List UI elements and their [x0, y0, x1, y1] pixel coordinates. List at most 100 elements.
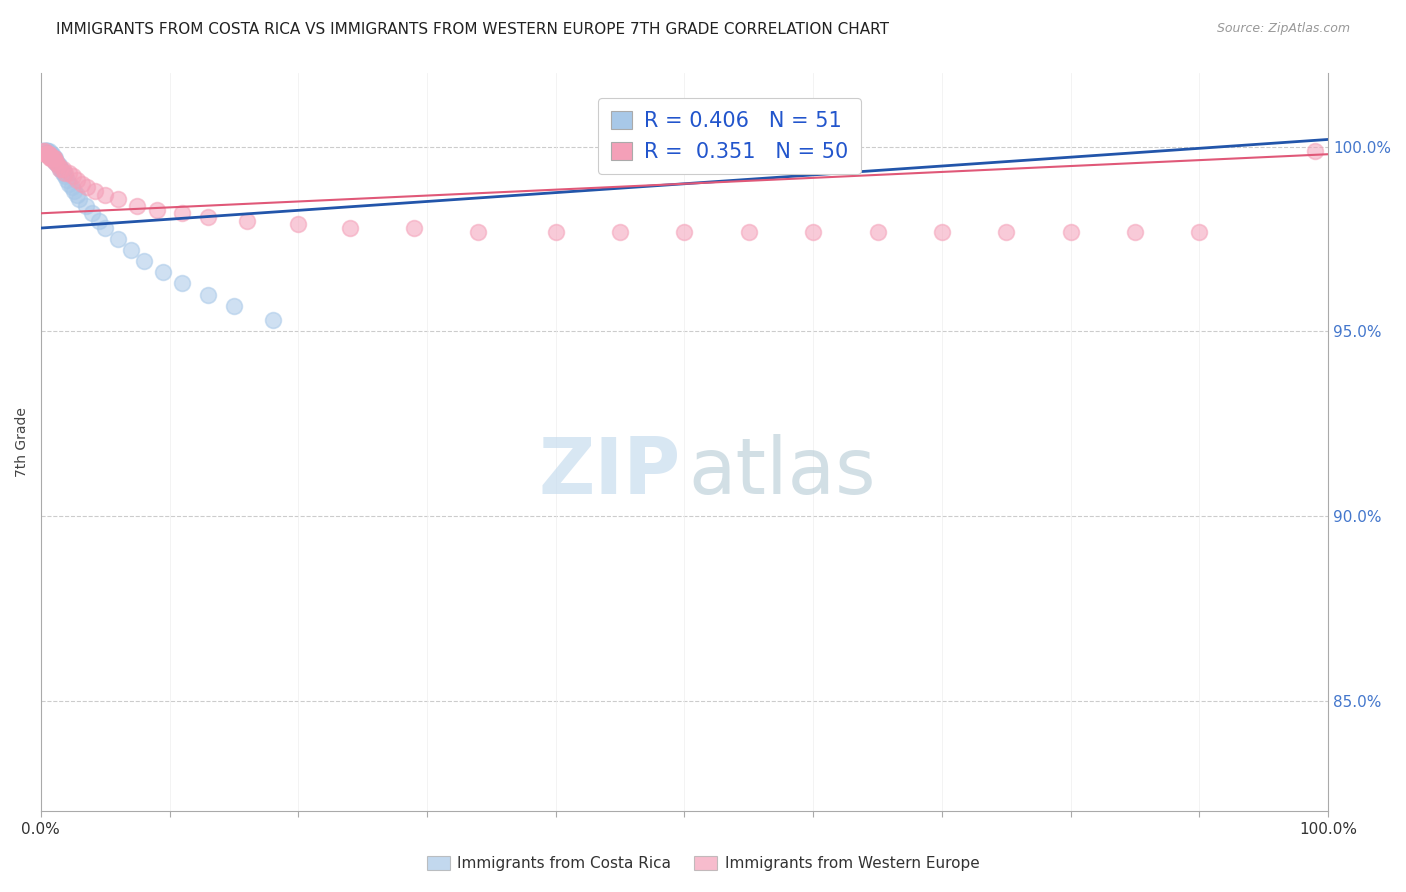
Point: [46, 158, 69, 172]
Point: [62, 169, 84, 184]
Point: [32, 144, 55, 158]
Point: [60, 180, 83, 194]
Point: [38, 147, 60, 161]
Point: [38, 144, 60, 158]
Point: [31, 144, 53, 158]
Point: [107, 232, 129, 246]
Point: [45, 154, 67, 169]
Point: [107, 192, 129, 206]
Point: [236, 213, 259, 227]
Point: [70, 177, 93, 191]
Point: [49, 161, 72, 176]
Point: [46, 158, 69, 172]
Point: [35, 147, 58, 161]
Point: [48, 158, 70, 172]
Point: [127, 199, 149, 213]
Point: [609, 225, 631, 239]
Point: [467, 225, 489, 239]
Point: [34, 144, 56, 158]
Point: [53, 166, 76, 180]
Point: [172, 277, 194, 291]
Point: [44, 151, 66, 165]
Point: [83, 184, 105, 198]
Point: [52, 161, 75, 176]
Point: [39, 147, 62, 161]
Point: [51, 161, 73, 176]
Point: [41, 151, 63, 165]
Point: [67, 192, 90, 206]
Point: [41, 151, 63, 165]
Point: [58, 166, 80, 180]
Point: [42, 151, 65, 165]
Point: [44, 154, 66, 169]
Point: [222, 299, 245, 313]
Text: Source: ZipAtlas.com: Source: ZipAtlas.com: [1216, 22, 1350, 36]
Point: [120, 244, 142, 258]
Point: [738, 225, 761, 239]
Point: [1188, 225, 1211, 239]
Point: [931, 225, 953, 239]
Point: [58, 177, 80, 191]
Point: [32, 144, 55, 158]
Point: [66, 187, 89, 202]
Point: [34, 147, 56, 161]
Point: [45, 154, 67, 169]
Text: IMMIGRANTS FROM COSTA RICA VS IMMIGRANTS FROM WESTERN EUROPE 7TH GRADE CORRELATI: IMMIGRANTS FROM COSTA RICA VS IMMIGRANTS…: [56, 22, 889, 37]
Point: [94, 221, 117, 235]
Point: [75, 199, 97, 213]
Point: [94, 187, 117, 202]
Point: [1303, 144, 1326, 158]
Point: [34, 144, 56, 158]
Point: [287, 218, 309, 232]
Point: [152, 265, 174, 279]
Text: atlas: atlas: [689, 434, 876, 509]
Point: [197, 287, 219, 301]
Point: [41, 147, 63, 161]
Point: [801, 225, 824, 239]
Legend: R = 0.406   N = 51, R =  0.351   N = 50: R = 0.406 N = 51, R = 0.351 N = 50: [598, 98, 860, 175]
Point: [52, 166, 75, 180]
Point: [76, 180, 98, 194]
Point: [32, 144, 55, 158]
Point: [35, 147, 58, 161]
Point: [776, 144, 799, 158]
Point: [37, 147, 59, 161]
Y-axis label: 7th Grade: 7th Grade: [15, 408, 30, 477]
Point: [37, 144, 59, 158]
Point: [53, 169, 76, 184]
Point: [49, 161, 72, 176]
Point: [544, 225, 567, 239]
Point: [63, 184, 86, 198]
Point: [42, 151, 65, 165]
Point: [37, 144, 59, 158]
Point: [262, 313, 284, 327]
Point: [34, 144, 56, 158]
Point: [37, 147, 59, 161]
Point: [44, 154, 66, 169]
Point: [53, 166, 76, 180]
Point: [37, 144, 59, 158]
Point: [38, 147, 60, 161]
Point: [38, 147, 60, 161]
Point: [132, 254, 155, 268]
Point: [339, 221, 361, 235]
Point: [42, 151, 65, 165]
Point: [39, 151, 62, 165]
Point: [673, 225, 696, 239]
Point: [38, 151, 60, 165]
Point: [35, 144, 58, 158]
Point: [172, 206, 194, 220]
Point: [197, 210, 219, 224]
Point: [42, 151, 65, 165]
Point: [66, 173, 89, 187]
Legend: Immigrants from Costa Rica, Immigrants from Western Europe: Immigrants from Costa Rica, Immigrants f…: [420, 850, 986, 877]
Point: [38, 147, 60, 161]
Point: [35, 144, 58, 158]
Point: [404, 221, 426, 235]
Point: [39, 151, 62, 165]
Point: [1060, 225, 1083, 239]
Point: [87, 213, 110, 227]
Point: [39, 147, 62, 161]
Point: [38, 147, 60, 161]
Point: [866, 225, 889, 239]
